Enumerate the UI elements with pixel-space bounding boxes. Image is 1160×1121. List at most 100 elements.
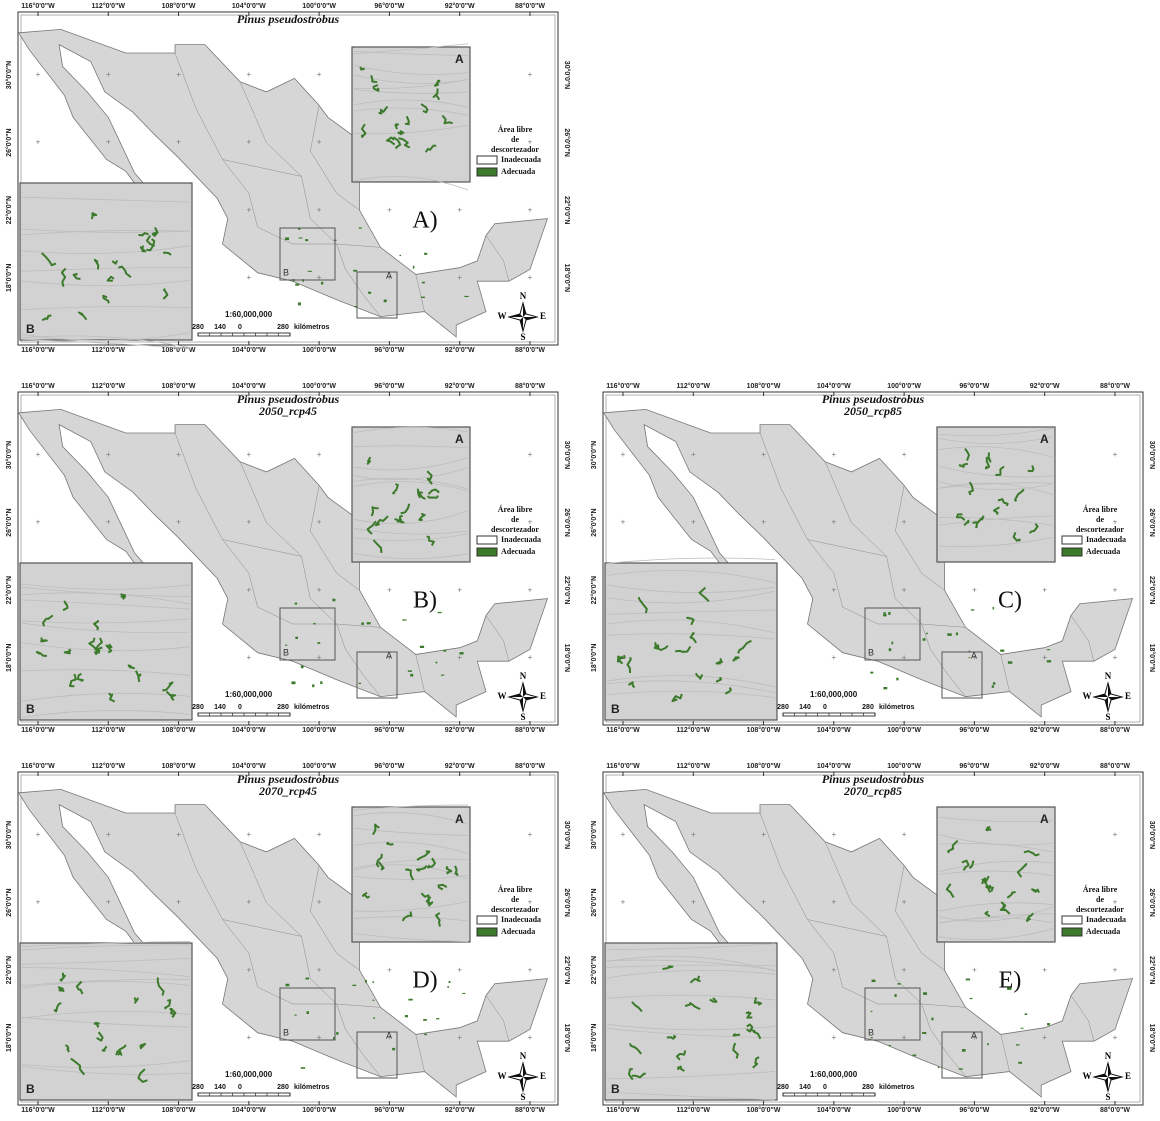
legend-label: Adecuada — [1086, 547, 1120, 556]
inset-box-label: A — [386, 1030, 392, 1040]
suitable-patch — [372, 981, 374, 982]
longitude-label: 88°0'0"W — [1100, 382, 1130, 390]
suitable-patch — [970, 998, 973, 999]
longitude-label: 104°0'0"W — [232, 382, 266, 390]
scale-tick-label: 0 — [238, 1084, 242, 1091]
graticule-cross: + — [176, 450, 181, 459]
longitude-label: 116°0'0"W — [21, 726, 55, 734]
graticule-cross: + — [176, 138, 181, 147]
graticule-cross: + — [317, 965, 322, 974]
latitude-label: 30°0'0"N — [1148, 821, 1156, 849]
legend-label: Inadecuada — [1086, 915, 1126, 924]
latitude-label: 18°0'0"N — [563, 264, 571, 292]
graticule-cross: + — [691, 518, 696, 527]
suitable-patch — [408, 670, 412, 671]
graticule-cross: + — [972, 965, 977, 974]
longitude-label: 88°0'0"W — [515, 346, 545, 354]
longitude-label: 92°0'0"W — [445, 382, 475, 390]
graticule-cross: + — [528, 450, 533, 459]
suitable-patch — [423, 1019, 427, 1021]
inset-label: B — [611, 702, 620, 716]
scale-tick-label: 140 — [799, 704, 811, 711]
suitable-patch — [870, 672, 873, 674]
graticule-cross: + — [832, 830, 837, 839]
suitable-patch — [959, 1068, 963, 1069]
graticule-cross: + — [36, 70, 41, 79]
legend-swatch — [1062, 536, 1082, 544]
graticule-cross: + — [176, 898, 181, 907]
page: 116°0'0"W116°0'0"W112°0'0"W112°0'0"W108°… — [0, 0, 1160, 1116]
longitude-label: 104°0'0"W — [232, 762, 266, 770]
compass-n: N — [1105, 1051, 1112, 1061]
inset-box-label: A — [971, 650, 977, 660]
suitable-patch — [971, 609, 974, 610]
legend-title: descortezador — [491, 905, 539, 914]
longitude-label: 88°0'0"W — [515, 762, 545, 770]
graticule-cross: + — [902, 518, 907, 527]
latitude-label: 30°0'0"N — [563, 61, 571, 89]
longitude-label: 116°0'0"W — [21, 1106, 55, 1114]
compass-s: S — [1105, 712, 1110, 722]
compass-n: N — [1105, 671, 1112, 681]
latitude-label: 18°0'0"N — [563, 1024, 571, 1052]
graticule-cross: + — [832, 653, 837, 662]
graticule-cross: + — [106, 450, 111, 459]
map-panel: 116°0'0"W116°0'0"W112°0'0"W112°0'0"W108°… — [590, 762, 1156, 1114]
longitude-label: 96°0'0"W — [374, 2, 404, 10]
longitude-label: 96°0'0"W — [959, 382, 989, 390]
suitable-patch — [408, 999, 412, 1001]
latitude-label: 26°0'0"N — [1148, 508, 1156, 536]
longitude-label: 92°0'0"W — [445, 1106, 475, 1114]
suitable-patch — [871, 1011, 873, 1012]
suitable-patch — [285, 237, 289, 240]
inset-label: B — [26, 1082, 35, 1096]
longitude-label: 96°0'0"W — [374, 382, 404, 390]
graticule-cross: + — [528, 965, 533, 974]
suitable-patch — [424, 1034, 427, 1036]
panel-label: C) — [998, 588, 1022, 614]
panel-label: E) — [999, 968, 1022, 994]
compass-s: S — [520, 1092, 525, 1102]
graticule-cross: + — [247, 898, 252, 907]
legend-label: Adecuada — [501, 927, 535, 936]
graticule-cross: + — [832, 965, 837, 974]
latitude-label: 18°0'0"N — [590, 1024, 598, 1052]
graticule-cross: + — [387, 205, 392, 214]
suitable-patch — [413, 266, 415, 269]
graticule-cross: + — [317, 1033, 322, 1042]
graticule-cross: + — [36, 138, 41, 147]
inset-box-label: B — [283, 1027, 289, 1037]
legend-title: Área libre — [498, 124, 533, 134]
longitude-label: 88°0'0"W — [1100, 762, 1130, 770]
suitable-patch — [59, 987, 64, 991]
graticule-cross: + — [457, 205, 462, 214]
suitable-patch — [894, 994, 896, 997]
longitude-label: 100°0'0"W — [302, 346, 336, 354]
latitude-label: 30°0'0"N — [1148, 441, 1156, 469]
suitable-patch — [923, 992, 927, 995]
graticule-cross: + — [1042, 585, 1047, 594]
longitude-label: 92°0'0"W — [1030, 762, 1060, 770]
suitable-patch — [295, 637, 298, 639]
compass-n: N — [520, 291, 527, 301]
longitude-label: 104°0'0"W — [232, 2, 266, 10]
panel-label: A) — [412, 208, 437, 234]
graticule-cross: + — [902, 450, 907, 459]
inset-box-label: A — [386, 270, 392, 280]
suitable-patch — [460, 652, 464, 654]
legend-swatch — [1062, 548, 1082, 556]
suitable-patch — [307, 1011, 309, 1014]
suitable-patch — [913, 1055, 917, 1057]
suitable-patch — [285, 984, 289, 987]
suitable-patch — [291, 681, 295, 684]
compass-e: E — [1125, 691, 1131, 701]
graticule-cross: + — [457, 1033, 462, 1042]
latitude-label: 18°0'0"N — [5, 644, 13, 672]
longitude-label: 108°0'0"W — [747, 726, 781, 734]
inset-map — [352, 47, 470, 182]
latitude-label: 30°0'0"N — [5, 61, 13, 89]
longitude-label: 108°0'0"W — [162, 2, 196, 10]
longitude-label: 116°0'0"W — [606, 726, 640, 734]
graticule-cross: + — [528, 273, 533, 282]
panel-label: D) — [412, 968, 437, 994]
